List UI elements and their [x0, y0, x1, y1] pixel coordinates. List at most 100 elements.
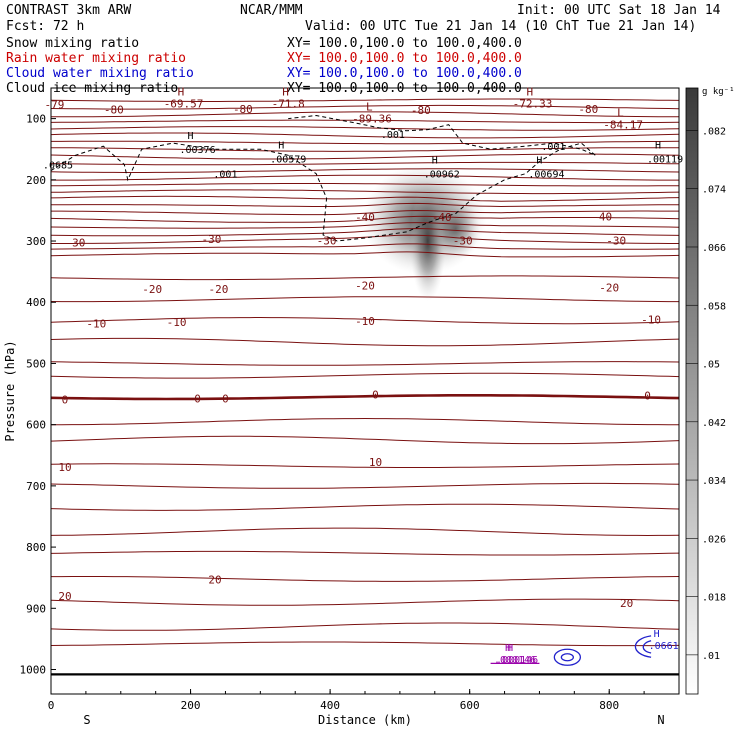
colorbar-tick-label: .058	[702, 301, 726, 312]
temperature-label: -10	[167, 316, 187, 329]
temperature-label: -80	[233, 103, 253, 116]
temperature-contour	[51, 209, 679, 216]
temperature-contour	[51, 337, 679, 347]
extremum-marker: L	[366, 101, 373, 114]
legend-rain-xy: XY= 100.0,100.0 to 100.0,400.0	[287, 51, 522, 66]
colorbar-tick-label: .05	[702, 360, 720, 371]
low-level-high-value: .000146	[494, 655, 536, 666]
low-level-high-marker: H	[507, 643, 513, 654]
low-level-high-value: .0661	[649, 641, 679, 652]
ice-contour-label: .001	[213, 170, 237, 181]
temperature-label: 0	[372, 389, 379, 402]
extremum-value: -71.8	[272, 97, 305, 110]
temperature-contour	[51, 251, 679, 258]
forecast-hour-label: Fcst: 72 h	[6, 19, 85, 34]
temperature-contour	[51, 183, 679, 187]
colorbar-tick-label: .074	[702, 185, 726, 196]
temperature-label: -10	[641, 313, 661, 326]
temperature-label: -30	[453, 234, 473, 247]
extremum-marker: H	[526, 85, 533, 98]
temperature-contour	[51, 140, 679, 145]
low-level-high-marker: H	[505, 643, 511, 654]
y-tick-label: 800	[26, 541, 46, 554]
extremum-value: -84.17	[603, 119, 643, 132]
y-tick-label: 900	[26, 602, 46, 615]
temperature-contour	[51, 598, 679, 606]
temperature-contour	[51, 153, 679, 160]
ice-high-marker: H	[536, 156, 542, 167]
temperature-label: -40	[592, 211, 612, 224]
temperature-label: -80	[411, 104, 431, 117]
colorbar-unit: g kg⁻¹	[702, 87, 735, 97]
temperature-label: -30	[65, 236, 85, 249]
cloud-ice-contour	[51, 114, 596, 242]
temperature-contour	[51, 234, 679, 244]
temperature-label: -20	[355, 280, 375, 293]
ice-contour-label: .0685	[43, 161, 73, 172]
temperature-label: 20	[208, 574, 221, 587]
temperature-label: -20	[599, 282, 619, 295]
temperature-label: -80	[104, 103, 124, 116]
ice-high-value: .00579	[270, 154, 306, 165]
colorbar-tick-label: .026	[702, 534, 726, 545]
temperature-contour	[51, 161, 679, 166]
extremum-value: -72.33	[513, 97, 553, 110]
x-end-label-north: N	[657, 713, 664, 727]
ice-contour-label: .001	[541, 142, 565, 153]
valid-time-label: Valid: 00 UTC Tue 21 Jan 14 (10 ChT Tue …	[305, 19, 697, 34]
legend-snow-label: Snow mixing ratio	[6, 36, 140, 51]
extremum-marker: H	[178, 85, 185, 98]
temperature-label: -30	[317, 234, 337, 247]
y-tick-label: 100	[26, 113, 46, 126]
ice-contour-label: .001	[381, 130, 405, 141]
temperature-contour	[51, 372, 679, 379]
y-tick-label: 700	[26, 480, 46, 493]
y-tick-label: 1000	[20, 664, 47, 677]
temperature-contour	[51, 463, 679, 468]
extremum-marker: H	[282, 85, 289, 98]
legend-cloudwater-label: Cloud water mixing ratio	[6, 66, 194, 81]
temperature-contour	[51, 189, 679, 195]
cloud-water-contour	[634, 635, 652, 658]
temperature-label: 10	[58, 461, 71, 474]
temperature-label: -30	[202, 233, 222, 246]
ice-high-value: .00962	[424, 170, 460, 181]
x-tick-label: 800	[599, 699, 619, 712]
ice-high-value: .00376	[179, 145, 215, 156]
temperature-label: 20	[620, 597, 633, 610]
temperature-contour	[51, 361, 679, 366]
cloud-water-contour	[553, 648, 582, 666]
temperature-contour	[51, 243, 679, 250]
colorbar-tick-label: .042	[702, 418, 726, 429]
temperature-contour	[51, 147, 679, 152]
low-level-high-marker: H	[654, 629, 660, 640]
x-end-label-south: S	[83, 713, 90, 727]
snow-shading-lobe	[431, 198, 480, 259]
y-tick-label: 400	[26, 296, 46, 309]
x-axis-title: Distance (km)	[318, 713, 412, 727]
temperature-contour	[51, 222, 679, 229]
init-label: Init: 00 UTC Sat 18 Jan 14	[517, 3, 721, 18]
colorbar-tick-label: .082	[702, 126, 726, 137]
temperature-contour	[51, 527, 679, 537]
x-tick-label: 600	[460, 699, 480, 712]
temperature-contour	[51, 275, 679, 281]
low-level-high-value: .000146	[496, 655, 538, 666]
temperature-contour	[51, 168, 679, 173]
temperature-contour	[51, 482, 679, 489]
temperature-label: -80	[578, 103, 598, 116]
extremum-marker: L	[617, 107, 624, 120]
colorbar-tick-label: .066	[702, 243, 726, 254]
temperature-label: 20	[58, 590, 71, 603]
x-tick-label: 200	[181, 699, 201, 712]
org-label: NCAR/MMM	[240, 3, 303, 18]
temperature-label: -20	[142, 283, 162, 296]
cloud-water-contour	[642, 640, 652, 654]
y-tick-label: 200	[26, 174, 46, 187]
temperature-contour	[51, 215, 679, 223]
temperature-contour	[51, 202, 679, 208]
ice-high-value: .00119	[647, 154, 683, 165]
temperature-contour	[51, 126, 679, 131]
ice-high-value: .00694	[528, 170, 564, 181]
